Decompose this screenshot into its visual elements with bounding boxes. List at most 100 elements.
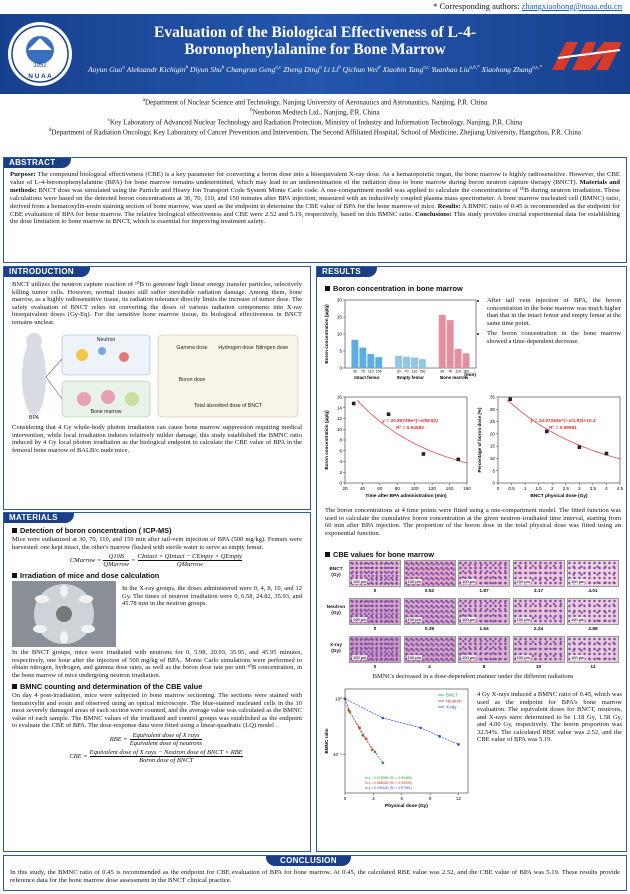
bar — [446, 320, 454, 368]
fit-curve — [356, 400, 468, 464]
fit-equation: y = 20.85739e^(−x/86.82) — [381, 418, 438, 424]
line-chart: 10⁰ 10⁻¹ 0 3 6 9 12 Physical dose (Gy) BMNC rati… — [324, 688, 469, 809]
bullet-list: After tail vein injection of BPA, the bo… — [479, 297, 621, 348]
data-point — [421, 452, 426, 456]
data-point — [373, 750, 377, 754]
scale-bar-label: 100 μm — [352, 655, 368, 660]
histology-image: 100 μm — [512, 636, 565, 663]
y-tick-label: 20 — [337, 298, 343, 303]
abstract-label: Purpose: — [10, 171, 36, 178]
affiliation-text: Neuboron Medtech Ltd., Nanjing, P.R. Chi… — [252, 108, 380, 117]
fraction: Equivalent dose of X rays Equivalent dose… — [129, 732, 203, 747]
histology-image: 100 μm — [458, 598, 510, 625]
section-heading: MATERIALS — [4, 513, 74, 523]
diagram-label: Neutron — [97, 337, 116, 343]
section-heading: RESULTS — [317, 267, 377, 277]
histology-image: 100 μm — [349, 598, 401, 625]
fit-equation: y = 24.07263e^(−x/1.83)+10.4 — [529, 418, 595, 424]
bar — [418, 359, 426, 368]
logo-year: 1952 — [33, 63, 47, 69]
paragraph: BNCT utilizes the neutron capture reacti… — [12, 281, 302, 326]
paragraph: In this study, the BMNC ratio of 0.45 is… — [10, 869, 620, 884]
author-affiliation: d — [378, 65, 381, 70]
paragraph: Mice were euthanized at 30, 70, 110, and… — [12, 536, 302, 551]
dose-label: 0 — [373, 665, 377, 670]
category-label: 110 — [412, 370, 418, 374]
y-tick-label: 5 — [492, 468, 495, 473]
bar — [395, 355, 403, 368]
fit-label: ln y = 0.19016D (R² = 0.97561) — [365, 786, 412, 790]
dose-label: 0 — [373, 627, 377, 632]
author-affiliation: b — [185, 65, 188, 70]
eq-part: CIntact × QIntact − CEmpty × QEmpty — [137, 553, 243, 561]
author-name: Xiaohong Zhang — [481, 64, 533, 74]
author-affiliation: a,c,* — [532, 65, 543, 70]
email-link[interactable]: zhangxiaohong@nuaa.edu.cn — [521, 1, 622, 11]
category-label: 30 — [440, 370, 444, 374]
university-logo: 1952 N U A A — [8, 22, 72, 86]
x-tick-label: 6 — [400, 796, 403, 801]
conclusion-section: CONCLUSION In this study, the BMNC ratio… — [3, 855, 627, 891]
x-tick-label: 4 — [605, 486, 608, 491]
dose-label: 1.54 — [479, 627, 489, 632]
abstract-text: Purpose: The compound biological effecti… — [10, 171, 620, 226]
scale-bar-label: 100 μm — [570, 617, 586, 622]
paragraph: Considering that 4 Gy whole-body photon … — [12, 424, 302, 454]
histology-image: 100 μm — [458, 636, 510, 663]
x-tick-label: 3 — [578, 486, 581, 491]
y-tick-label: 20 — [490, 431, 496, 436]
fit-r2: R² = 0.99991 — [549, 425, 577, 431]
author: Aoyun Guoa — [88, 65, 125, 74]
x-tick-label: 120 — [428, 486, 436, 491]
diagram-label: Bone marrow — [91, 409, 122, 415]
row-label: Neutron (Gy) — [326, 605, 346, 616]
affiliation-mark: a — [142, 98, 146, 103]
paragraph: In the X-ray groups, the doses administe… — [122, 585, 302, 607]
dose-label: 2.88 — [588, 627, 598, 632]
dose-label: 4 — [428, 665, 431, 670]
section-heading: INTRODUCTION — [4, 267, 90, 277]
data-point — [381, 716, 385, 720]
y-tick-label: 5 — [339, 349, 342, 354]
author-affiliation: b — [221, 65, 225, 70]
scale-bar-label: 100 μm — [570, 655, 586, 660]
fit-r2: R² = 0.94082 — [396, 425, 424, 431]
affiliations: aDepartment of Nuclear Science and Techn… — [8, 97, 622, 137]
series-line — [344, 698, 459, 745]
scale-bar-label: 100 μm — [406, 655, 422, 660]
x-tick-label: 100 — [411, 486, 419, 491]
group-label: Empty femur — [397, 375, 424, 380]
fit-label: ln y = 0.67595D (R² = 0.99486) — [365, 776, 412, 780]
dose-label: 0.39 — [424, 627, 435, 632]
section-heading: ABSTRACT — [4, 158, 72, 168]
fit-curve — [506, 399, 621, 460]
subsection-title: BMNC counting and determination of the C… — [12, 682, 302, 691]
author-name: Zheng Ding — [283, 64, 320, 74]
scale-bar-label: 100 μm — [570, 579, 586, 584]
bar — [351, 339, 359, 368]
bar — [411, 357, 418, 368]
x-tick-label: 3.5 — [590, 486, 597, 491]
y-tick-label: 30 — [490, 407, 496, 412]
dose-label: 4.01 — [588, 589, 598, 594]
affiliation: aDepartment of Nuclear Science and Techn… — [8, 97, 622, 107]
y-axis-label: Boron concentration (μg/g) — [324, 410, 329, 470]
y-tick-label: 2 — [339, 470, 342, 475]
equation: CBE = Equivalent dose of X rays − Neutron… — [12, 749, 302, 764]
y-tick-label: 14 — [337, 405, 343, 410]
paragraph: In the BNCT groups, mice were irradiated… — [12, 649, 302, 679]
affiliation-text: Key Laboratory of Advanced Nuclear Techn… — [109, 118, 523, 127]
plot-frame — [497, 396, 621, 484]
y-tick-label: 10 — [337, 332, 343, 337]
y-tick-label: 0 — [339, 366, 342, 371]
category-label: 150 — [419, 370, 425, 374]
bar — [462, 353, 470, 368]
fraction: Equivalent dose of X rays − Neutron dose… — [89, 749, 243, 764]
abstract-label: Results: — [437, 202, 461, 210]
eq-part: CBE = — [69, 752, 88, 760]
abstract-text: BNCT dose was simulated using the Partic… — [10, 186, 620, 210]
equation: CMarrow = Q10B QMarrow = CIntact × QIntact −… — [12, 553, 302, 568]
diagram-label: Boron dose — [179, 377, 206, 383]
plot-frame — [344, 396, 468, 484]
authors: Aoyun Guoa Aleksandr Kichiginb Diyun Shu… — [70, 63, 560, 74]
